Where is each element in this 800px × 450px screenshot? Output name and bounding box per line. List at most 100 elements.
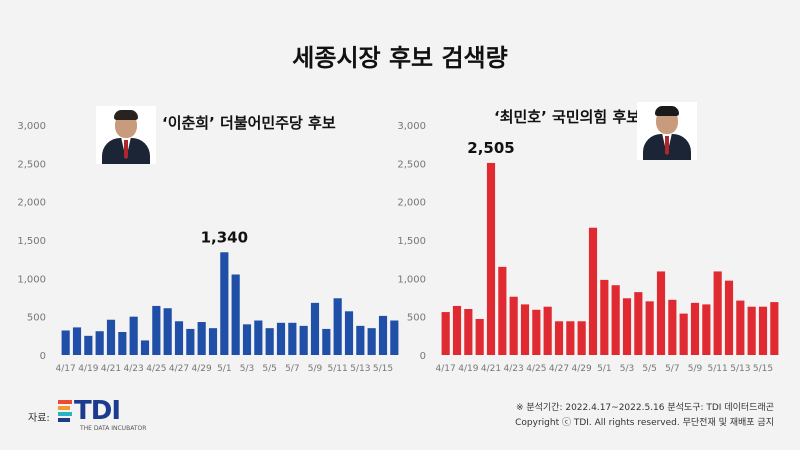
bar-right-5-11 xyxy=(713,271,722,355)
y-tick-label-right: 2,500 xyxy=(397,159,426,170)
x-tick-label-left: 4/17 xyxy=(56,364,76,374)
bar-left-5-4 xyxy=(254,320,263,355)
x-tick-label-left: 4/23 xyxy=(124,364,144,374)
bar-left-4-27 xyxy=(174,321,184,355)
bar-left-4-22 xyxy=(118,332,127,355)
x-tick-label-left: 4/19 xyxy=(78,364,98,374)
bar-right-4-29 xyxy=(577,321,586,355)
x-tick-label-right: 4/27 xyxy=(549,364,569,374)
x-tick-label-right: 5/7 xyxy=(665,364,679,374)
x-tick-label-right: 4/17 xyxy=(436,364,456,374)
y-tick-label-right: 500 xyxy=(407,313,426,324)
x-tick-label-right: 4/19 xyxy=(458,364,478,374)
bar-left-4-25 xyxy=(152,305,161,355)
bar-left-5-2 xyxy=(231,274,240,355)
x-tick-label-right: 5/11 xyxy=(708,364,728,374)
copyright-note: Copyright ⓒ TDI. All rights reserved. 무단… xyxy=(515,418,774,428)
x-tick-label-left: 4/21 xyxy=(101,364,121,374)
bar-left-5-7 xyxy=(288,322,297,355)
bar-right-4-28 xyxy=(566,321,575,355)
bar-right-4-18 xyxy=(452,305,462,355)
bar-left-4-24 xyxy=(140,340,150,355)
bar-left-5-3 xyxy=(242,324,252,355)
y-tick-label-left: 500 xyxy=(27,313,46,324)
x-tick-label-right: 5/9 xyxy=(688,364,703,374)
bar-left-4-19 xyxy=(84,335,93,355)
y-tick-label-right: 2,000 xyxy=(397,198,426,209)
logo-text: TDI xyxy=(74,396,121,426)
bar-right-5-12 xyxy=(724,280,734,355)
x-tick-label-right: 5/13 xyxy=(730,364,750,374)
peak-value-label-right: 2,505 xyxy=(467,139,514,157)
bar-left-5-1 xyxy=(220,252,229,355)
y-tick-label-right: 3,000 xyxy=(397,121,426,132)
bar-right-4-17 xyxy=(441,312,450,355)
candidate-photo-left xyxy=(96,106,156,164)
x-tick-label-right: 4/23 xyxy=(504,364,524,374)
bar-right-5-8 xyxy=(679,313,688,355)
y-tick-label-right: 1,000 xyxy=(397,274,426,285)
x-tick-label-left: 4/29 xyxy=(192,364,212,374)
x-tick-label-right: 4/25 xyxy=(526,364,546,374)
x-tick-label-left: 5/13 xyxy=(350,364,370,374)
y-tick-label-left: 3,000 xyxy=(17,121,46,132)
bar-right-4-21 xyxy=(486,162,496,355)
y-tick-label-left: 1,500 xyxy=(17,236,46,247)
bar-right-5-10 xyxy=(702,304,711,355)
x-tick-label-left: 5/9 xyxy=(308,364,323,374)
y-tick-label-right: 0 xyxy=(420,351,426,362)
bar-right-4-22 xyxy=(498,266,507,355)
bar-right-5-4 xyxy=(634,292,643,355)
bar-left-5-10 xyxy=(322,328,331,355)
bar-left-4-17 xyxy=(61,330,70,355)
bar-right-5-2 xyxy=(611,285,620,355)
x-tick-label-right: 5/3 xyxy=(620,364,634,374)
x-tick-label-left: 5/7 xyxy=(285,364,299,374)
bar-left-5-8 xyxy=(299,325,308,355)
bar-left-5-15 xyxy=(378,315,388,355)
x-tick-label-right: 4/21 xyxy=(481,364,501,374)
bar-right-4-26 xyxy=(543,306,552,355)
bar-left-4-28 xyxy=(186,328,195,355)
bar-left-5-16 xyxy=(390,320,399,355)
bar-left-4-21 xyxy=(106,319,116,355)
y-tick-label-left: 2,000 xyxy=(17,198,46,209)
bar-right-4-19 xyxy=(464,309,473,355)
candidate-label-right: ‘최민호’ 국민의힘 후보 xyxy=(494,108,640,126)
bar-left-5-14 xyxy=(367,328,376,355)
x-tick-label-left: 5/5 xyxy=(262,364,276,374)
bar-right-5-6 xyxy=(656,271,666,355)
bar-left-4-30 xyxy=(208,328,218,355)
bar-left-5-12 xyxy=(344,311,354,355)
x-tick-label-right: 5/5 xyxy=(642,364,656,374)
logo-subtitle: THE DATA INCUBATOR xyxy=(80,425,147,432)
x-tick-label-left: 5/3 xyxy=(240,364,254,374)
peak-value-label-left: 1,340 xyxy=(201,228,248,246)
y-tick-label-left: 0 xyxy=(40,351,46,362)
bar-left-5-5 xyxy=(265,328,274,355)
bar-right-5-15 xyxy=(758,306,768,355)
x-tick-label-left: 5/15 xyxy=(373,364,393,374)
bar-right-5-16 xyxy=(770,302,779,355)
bar-right-5-7 xyxy=(668,299,677,355)
page-title: 세종시장 후보 검색량 xyxy=(292,44,508,72)
bar-right-5-9 xyxy=(690,302,700,355)
logo-bars-icon xyxy=(58,400,74,424)
bar-right-4-30 xyxy=(588,227,598,355)
x-tick-label-right: 5/15 xyxy=(753,364,773,374)
bar-left-4-20 xyxy=(95,331,104,355)
bar-left-5-6 xyxy=(276,322,286,355)
x-tick-label-left: 4/27 xyxy=(169,364,189,374)
bar-right-4-20 xyxy=(475,318,484,355)
bar-left-4-23 xyxy=(129,316,138,355)
source-label: 자료: xyxy=(28,413,50,424)
bar-left-4-18 xyxy=(72,327,82,355)
x-tick-label-left: 4/25 xyxy=(146,364,166,374)
candidate-label-left: ‘이춘희’ 더불어민주당 후보 xyxy=(162,114,336,132)
bar-right-4-25 xyxy=(532,309,541,355)
bar-right-5-13 xyxy=(736,300,745,355)
bar-right-5-3 xyxy=(622,298,632,355)
bar-right-5-1 xyxy=(600,279,609,355)
bar-right-4-23 xyxy=(509,296,518,355)
